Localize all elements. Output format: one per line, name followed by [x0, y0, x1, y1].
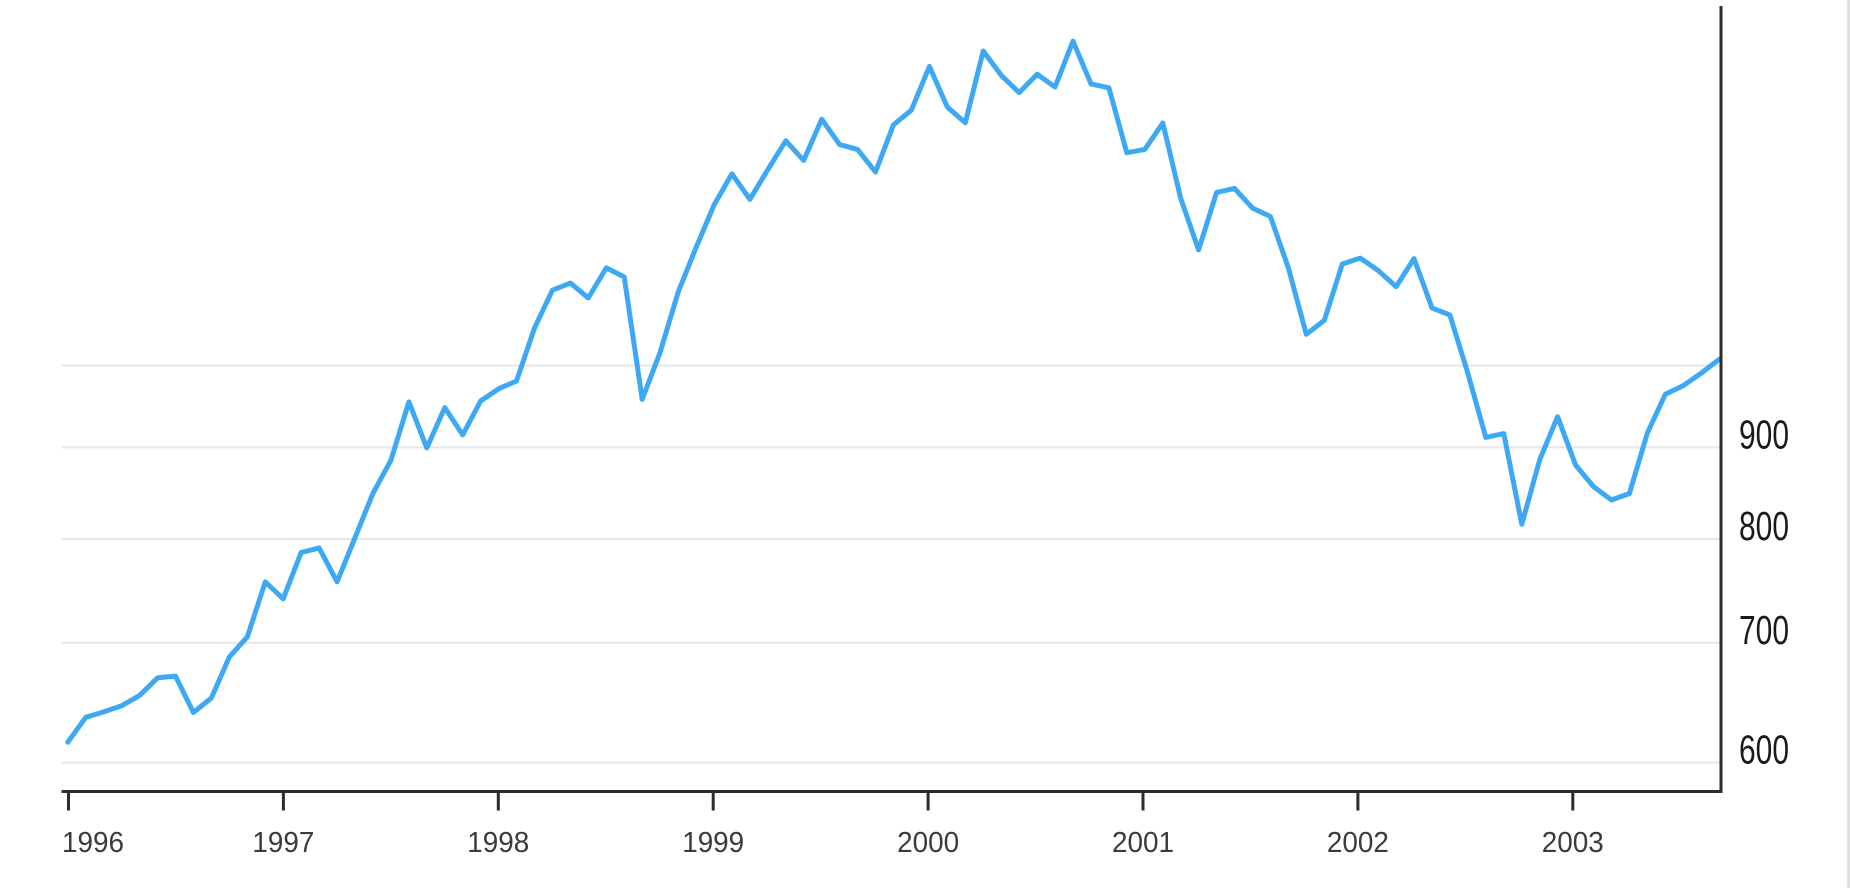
- x-axis-label-2003: 2003: [1542, 827, 1604, 859]
- x-axis-label-1998: 1998: [467, 827, 529, 859]
- x-axis-label-1997: 1997: [252, 827, 314, 859]
- x-axis-label-1999: 1999: [682, 827, 744, 859]
- x-axis-label-1996: 1996: [62, 827, 124, 859]
- x-axis-label-2002: 2002: [1327, 827, 1389, 859]
- y-axis-label-900: 900: [1739, 411, 1789, 457]
- y-axis-label-600: 600: [1739, 727, 1789, 773]
- y-axis-label-700: 700: [1739, 607, 1789, 653]
- x-axis-label-2000: 2000: [897, 827, 959, 859]
- y-axis-label-800: 800: [1739, 503, 1789, 549]
- x-axis-label-2001: 2001: [1112, 827, 1174, 859]
- series-line: [65, 38, 1722, 745]
